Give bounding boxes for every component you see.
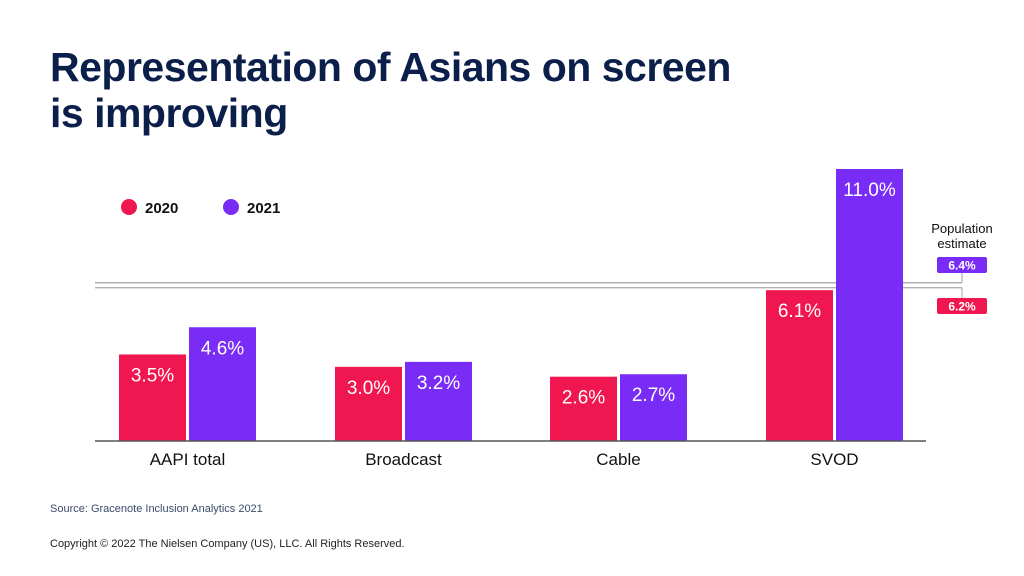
reference-badge-2021: [937, 257, 987, 273]
source-note: Source: Gracenote Inclusion Analytics 20…: [50, 503, 263, 515]
copyright-note: Copyright © 2022 The Nielsen Company (US…: [50, 538, 405, 550]
reference-title: Population estimate: [931, 221, 992, 251]
legend-label-2020: 2020: [145, 200, 178, 217]
bar-2020-1: [335, 366, 402, 441]
bar-2020-0: [119, 354, 186, 441]
legend-swatch-2020: [121, 199, 137, 215]
category-labels: AAPI total Broadcast Cable SVOD: [150, 450, 859, 469]
bar-2021-2: [620, 374, 687, 441]
bar-value-label-2020-2: 2.6%: [562, 388, 605, 409]
bar-value-label-2021-3: 11.0%: [843, 180, 896, 201]
page-title: Representation of Asians on screen is im…: [50, 44, 731, 136]
bar-value-label-2020-0: 3.5%: [131, 365, 174, 386]
reference-badge-label-2020: 6.2%: [948, 300, 976, 314]
bar-2020-2: [550, 376, 617, 441]
bar-value-label-2021-1: 3.2%: [417, 373, 460, 394]
bar-2021-1: [405, 361, 472, 441]
legend-swatch-2021: [223, 199, 239, 215]
category-label-0: AAPI total: [150, 450, 226, 469]
bar-2020-3: [766, 290, 833, 441]
category-label-1: Broadcast: [365, 450, 442, 469]
title-line-1: Representation of Asians on screen: [50, 44, 731, 90]
title-line-2: is improving: [50, 90, 288, 136]
bar-chart: 2020 2021 3.5% 4.6% 3.0% 3.2% 2.6% 2.7% 6.1% 11.…: [95, 169, 993, 469]
bar-value-label-2020-3: 6.1%: [778, 301, 821, 322]
legend-label-2021: 2021: [247, 200, 280, 217]
category-label-3: SVOD: [810, 450, 858, 469]
reference-badge-label-2021: 6.4%: [948, 259, 976, 273]
population-estimate-callout: 6.4% 6.2% Population estimate: [931, 221, 993, 314]
bar-2021-0: [189, 327, 256, 441]
bar-2021-3: [836, 169, 903, 441]
bar-value-label-2021-2: 2.7%: [632, 385, 675, 406]
bar-value-label-2020-1: 3.0%: [347, 378, 390, 399]
chart-bars: 3.5% 4.6% 3.0% 3.2% 2.6% 2.7% 6.1% 11.0%: [119, 169, 903, 441]
bar-value-label-2021-0: 4.6%: [201, 338, 244, 359]
chart-legend: 2020 2021: [121, 199, 280, 217]
reference-badge-2020: [937, 298, 987, 314]
category-label-2: Cable: [596, 450, 640, 469]
